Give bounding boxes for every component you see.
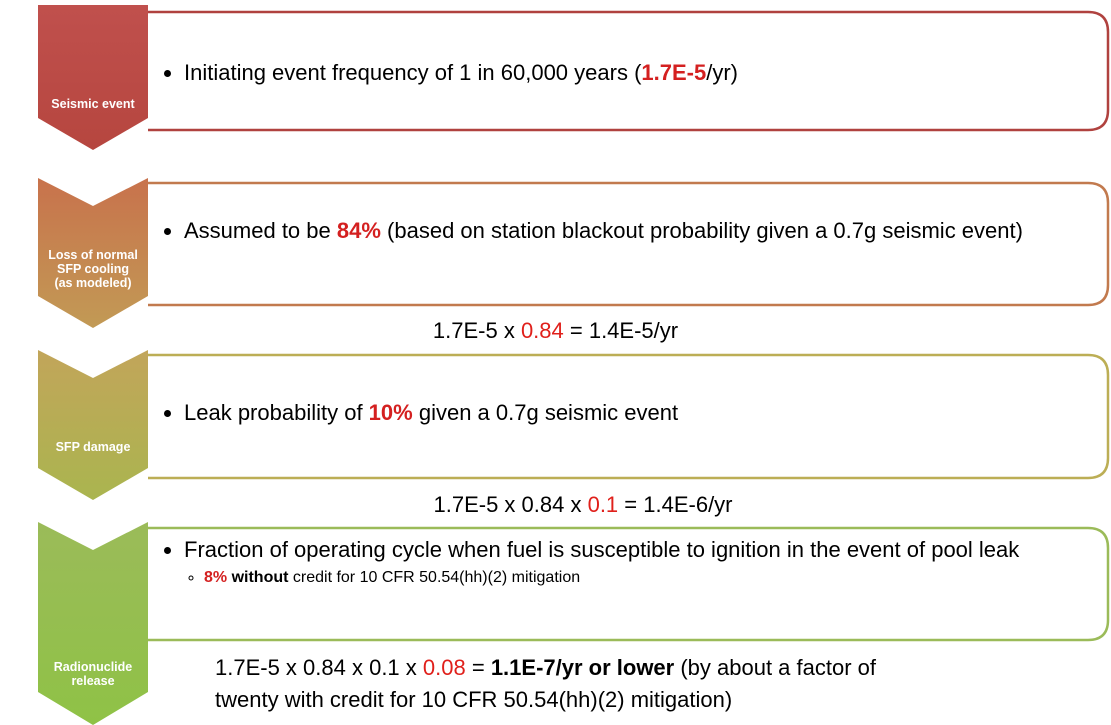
stage-box	[148, 353, 1110, 480]
formula: 1.7E-5 x 0.84 = 1.4E-5/yr	[0, 315, 1111, 347]
text-run: (based on station blackout probability g…	[380, 218, 1023, 243]
text-run: Seismic event	[51, 97, 135, 111]
text-run: 1.7E-5 x 0.84 x 0.1 x	[215, 655, 423, 680]
text-run: 1.1E-7/yr or lower	[490, 655, 675, 680]
formula: 1.7E-5 x 0.84 x 0.1 x 0.08 = 1.1E-7/yr o…	[215, 652, 915, 716]
text-run: =	[465, 655, 491, 680]
stage-text: Assumed to be 84% (based on station blac…	[152, 216, 1097, 246]
text-run: 8%	[204, 569, 228, 586]
text-run: /yr)	[706, 60, 738, 85]
text-run: Assumed to be	[184, 218, 337, 243]
text-run: = 1.4E-5/yr	[563, 318, 679, 343]
text-run: Leak probability of	[184, 400, 369, 425]
text-run: 1.7E-5	[641, 60, 707, 85]
text-run: 10%	[368, 400, 413, 425]
text-run: Initiating event frequency of 1 in 60,00…	[184, 60, 642, 85]
text-run: 84%	[336, 218, 381, 243]
chevron	[38, 350, 148, 500]
chevron	[38, 5, 148, 150]
stage-label: Radionuclide release	[38, 660, 148, 688]
stage-text: Leak probability of 10% given a 0.7g sei…	[152, 398, 1097, 428]
text-run: (as modeled)	[54, 276, 132, 290]
text-run: = 1.4E-6/yr	[618, 492, 733, 517]
text-run: Fraction of operating cycle when fuel is…	[184, 537, 1020, 562]
stage-box	[148, 10, 1110, 132]
chevron	[38, 178, 148, 328]
text-run: (by about a factor of twenty with credit…	[215, 655, 877, 712]
text-run: release	[71, 674, 115, 688]
text-run: SFP cooling	[57, 262, 129, 276]
text-run: 1.7E-5 x 0.84 x	[433, 492, 588, 517]
stage-box	[148, 526, 1110, 642]
stage-text: Fraction of operating cycle when fuel is…	[152, 535, 1097, 591]
chevron	[38, 522, 148, 725]
text-run: SFP damage	[55, 440, 131, 454]
text-run: Radionuclide	[53, 660, 133, 674]
stage-label: SFP damage	[38, 440, 148, 454]
text-run: 0.84	[520, 318, 564, 343]
formula: 1.7E-5 x 0.84 x 0.1 = 1.4E-6/yr	[0, 489, 1111, 521]
text-run: without	[227, 569, 289, 586]
text-run: Loss of normal	[48, 248, 138, 262]
text-run: given a 0.7g seismic event	[412, 400, 679, 425]
text-run: 0.1	[587, 492, 619, 517]
stage-label: Loss of normal SFP cooling (as modeled)	[38, 248, 148, 290]
stage-label: Seismic event	[38, 97, 148, 111]
stage-box	[148, 181, 1110, 307]
text-run: credit for 10 CFR 50.54(hh)(2) mitigatio…	[288, 569, 581, 586]
text-run: 0.08	[422, 655, 466, 680]
text-run: 1.7E-5 x	[432, 318, 521, 343]
stage-text: Initiating event frequency of 1 in 60,00…	[152, 58, 1097, 88]
